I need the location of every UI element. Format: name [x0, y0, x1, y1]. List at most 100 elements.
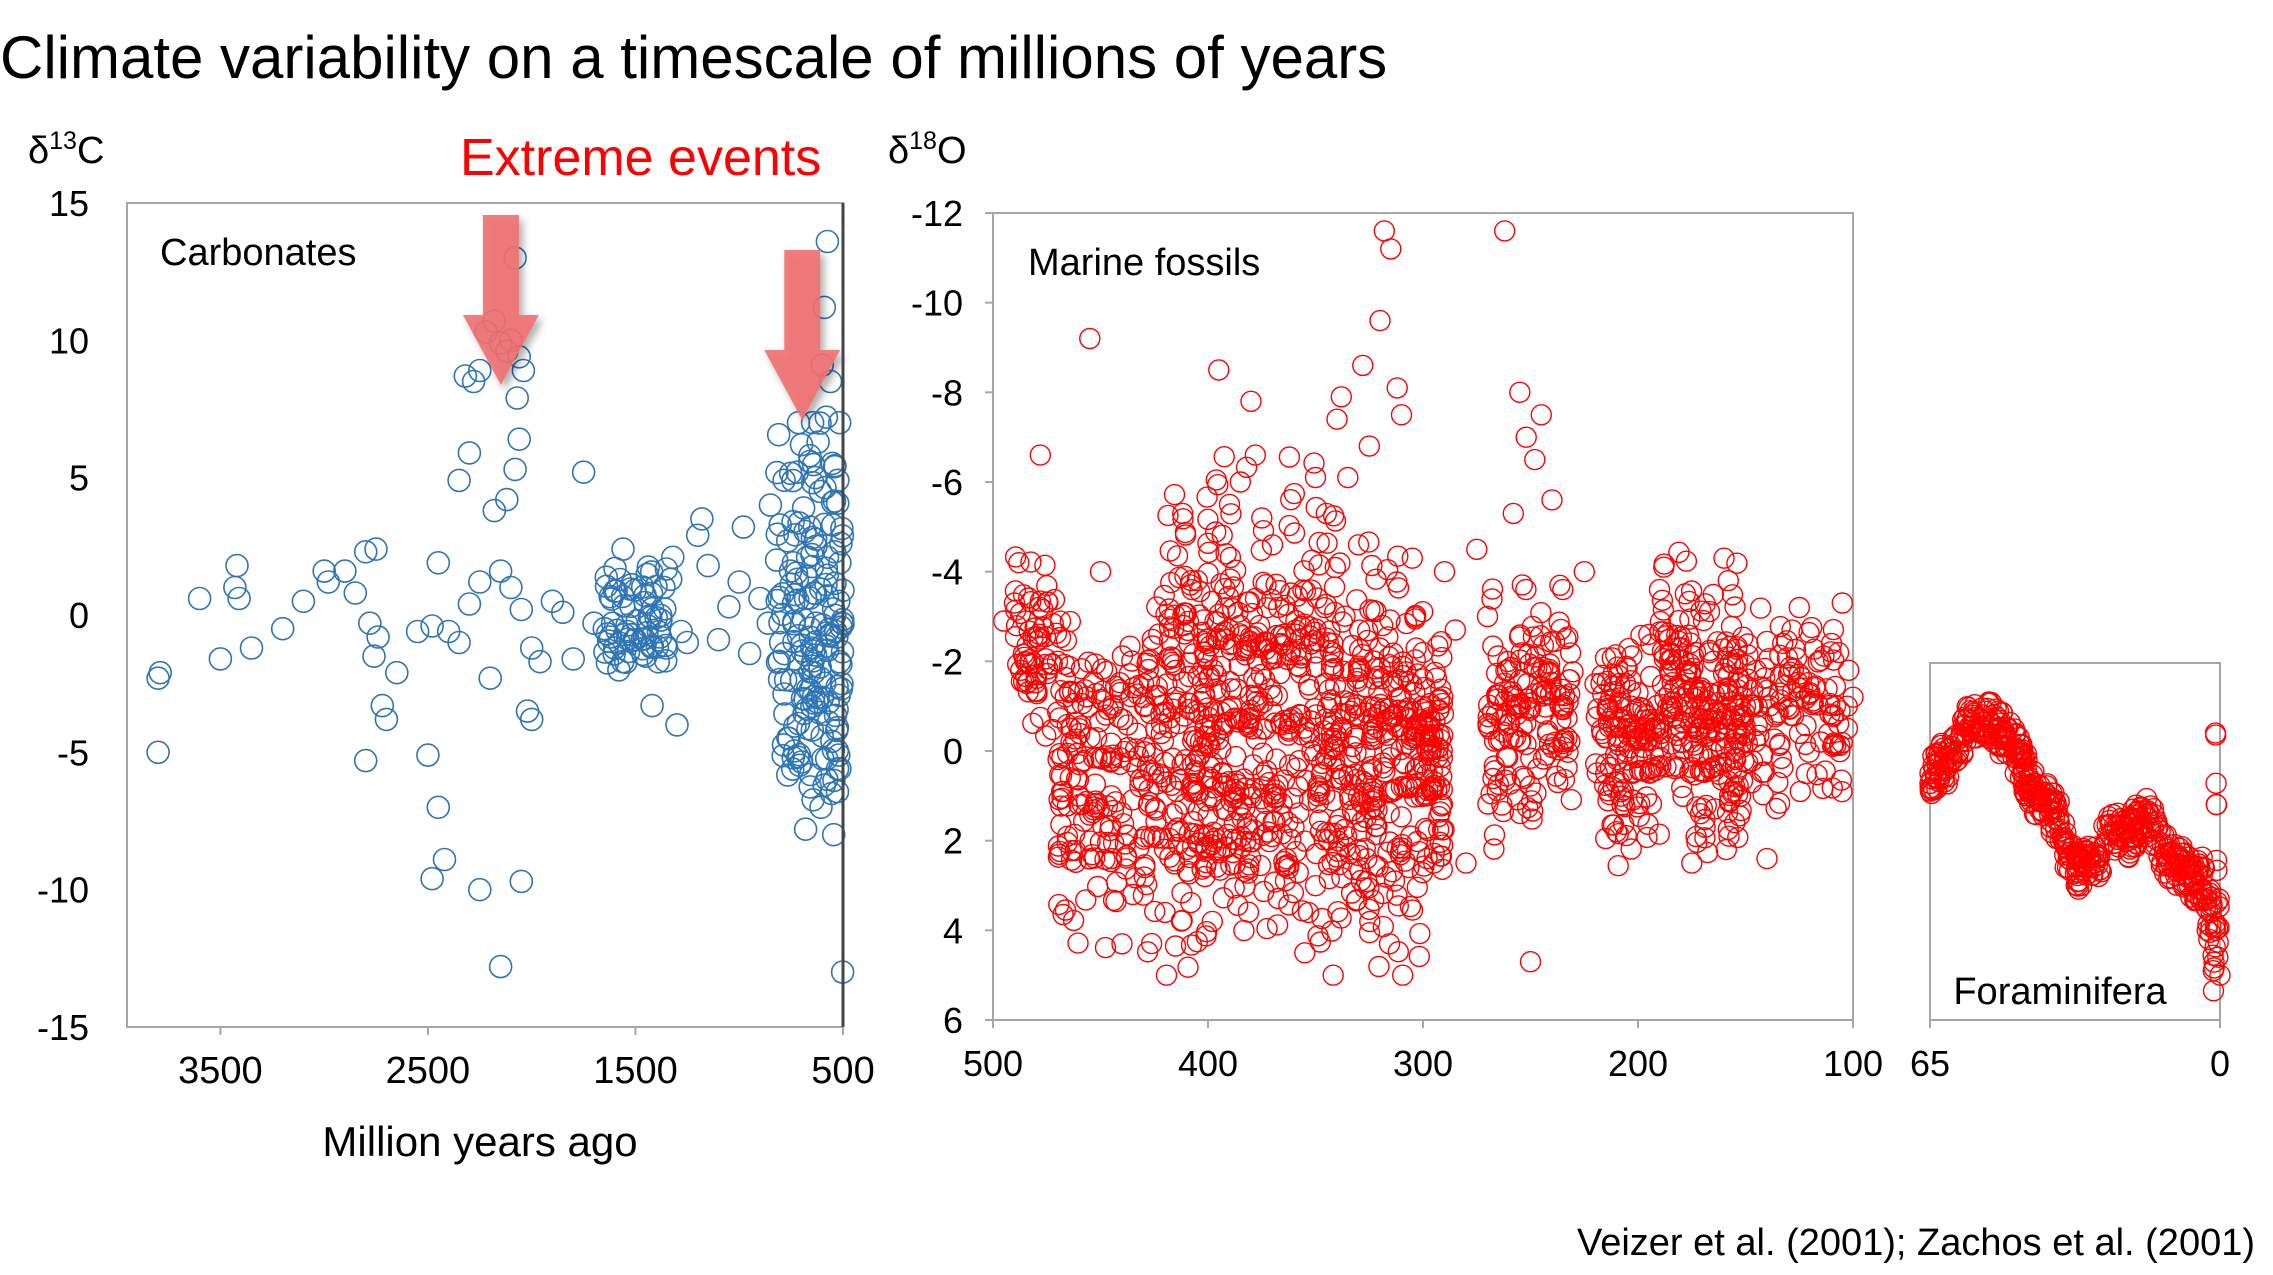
data-point — [1393, 753, 1416, 775]
data-point — [1278, 894, 1300, 916]
data-point — [1197, 825, 1219, 847]
data-point — [1100, 750, 1123, 772]
data-point — [1215, 799, 1238, 822]
data-point — [1683, 687, 1706, 709]
data-point — [822, 539, 847, 564]
data-point — [1250, 539, 1273, 561]
data-point — [1159, 540, 1181, 562]
data-point — [2157, 868, 2180, 890]
data-point — [1776, 630, 1798, 652]
data-point — [814, 405, 839, 430]
data-point — [1951, 730, 1974, 752]
data-point — [1307, 925, 1329, 947]
data-point — [1433, 561, 1456, 583]
data-point — [1324, 674, 1347, 697]
data-point — [768, 610, 792, 635]
data-point — [1822, 705, 1844, 728]
credit-text: Veizer et al. (2001); Zachos et al. (200… — [1577, 1222, 2255, 1264]
data-point — [1432, 703, 1455, 725]
data-point — [685, 523, 710, 548]
data-point — [1711, 769, 1733, 791]
data-point — [2127, 803, 2149, 825]
data-point — [1115, 858, 1137, 880]
data-point — [1596, 699, 1618, 721]
data-point — [1592, 683, 1614, 706]
data-point — [1054, 899, 1077, 921]
data-point — [1303, 452, 1325, 474]
data-point — [653, 648, 678, 673]
data-point — [1116, 714, 1139, 736]
data-point — [1237, 716, 1259, 738]
data-point — [2021, 779, 2043, 801]
data-point — [1211, 827, 1233, 849]
data-point — [1509, 649, 1532, 671]
data-point — [1404, 681, 1426, 704]
y-axis-label-sup: 13 — [49, 127, 77, 155]
data-point — [1455, 852, 1477, 874]
data-point — [509, 869, 534, 894]
data-point — [1157, 504, 1179, 527]
data-point — [773, 667, 798, 692]
data-point — [1919, 777, 1941, 799]
data-point — [2178, 857, 2200, 879]
data-point — [1716, 677, 1739, 699]
data-point — [227, 586, 251, 611]
data-point — [420, 614, 444, 638]
data-point — [1241, 602, 1264, 625]
data-point — [362, 644, 386, 669]
data-point — [1120, 685, 1142, 708]
data-point — [1348, 619, 1371, 641]
data-point — [1390, 404, 1413, 426]
data-point — [2008, 726, 2030, 749]
data-point — [505, 386, 530, 410]
data-point — [812, 773, 837, 798]
data-point — [1134, 826, 1156, 848]
data-point — [2205, 794, 2228, 816]
data-point — [1638, 709, 1661, 731]
data-point — [2099, 813, 2121, 835]
data-point — [803, 630, 828, 654]
data-point — [1419, 744, 1441, 767]
data-point — [631, 636, 655, 661]
data-point — [1060, 849, 1083, 871]
data-point — [1649, 610, 1672, 633]
data-point — [1085, 682, 1107, 705]
data-point — [1680, 580, 1703, 602]
data-point — [1798, 621, 1820, 644]
data-point — [509, 597, 534, 622]
data-point — [1291, 724, 1313, 746]
data-point — [1696, 841, 1719, 864]
data-point — [1365, 568, 1387, 590]
data-point — [1482, 635, 1504, 657]
data-point — [758, 493, 783, 517]
data-point — [827, 683, 852, 708]
data-point — [1330, 719, 1353, 741]
data-point — [1347, 534, 1370, 556]
y-ticks-marine: -12 -10 -8 -6 -4 -2 0 2 4 6 — [911, 193, 993, 1041]
data-point — [1515, 426, 1537, 448]
data-point — [1550, 618, 1572, 641]
data-point — [783, 714, 807, 738]
data-point — [2175, 858, 2197, 881]
data-point — [561, 647, 586, 671]
data-point — [1261, 701, 1283, 723]
data-point — [1250, 788, 1273, 810]
data-point — [1477, 706, 1500, 728]
data-point — [1115, 847, 1138, 869]
data-point — [519, 707, 544, 732]
data-point — [1207, 474, 1229, 496]
data-point — [1670, 637, 1692, 659]
data-point — [467, 358, 492, 383]
data-point — [2209, 964, 2231, 986]
data-point — [1028, 596, 1051, 618]
data-point — [1256, 917, 1278, 940]
data-point — [791, 496, 816, 520]
data-point — [1195, 790, 1218, 812]
data-point — [1416, 847, 1438, 870]
data-point — [1521, 800, 1544, 822]
data-point — [696, 553, 720, 578]
data-point — [1166, 545, 1189, 567]
data-point — [1359, 910, 1381, 933]
data-point — [1369, 701, 1392, 723]
data-point — [1004, 546, 1027, 568]
